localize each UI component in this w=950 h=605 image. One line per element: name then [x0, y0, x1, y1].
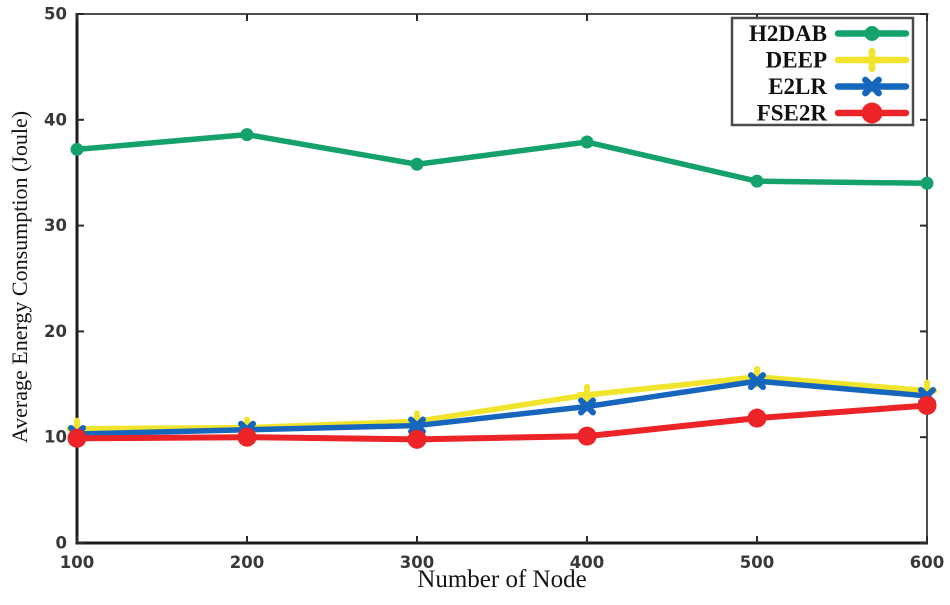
y-tick-label: 50 [44, 5, 67, 24]
y-tick-label: 20 [44, 322, 67, 341]
x-tick-label: 100 [60, 553, 94, 572]
x-tick-label: 500 [740, 553, 774, 572]
legend-label-e2lr: E2LR [768, 74, 827, 99]
x-axis-title: Number of Node [417, 566, 587, 593]
series-marker-circle [70, 142, 84, 156]
x-tick-label: 600 [910, 553, 944, 572]
x-tick-label: 300 [400, 553, 434, 572]
series-marker-circle-large [237, 427, 257, 447]
series-marker-x [748, 372, 766, 391]
series-marker-circle-large [407, 429, 427, 449]
series-line-fse2r [74, 402, 930, 443]
series-marker-circle [920, 176, 934, 190]
series-marker-circle [410, 157, 424, 171]
y-tick-label: 30 [44, 216, 67, 235]
series-marker-circle-large [917, 395, 937, 415]
series-line-h2dab [74, 131, 930, 187]
series-marker-circle-large [577, 426, 597, 446]
y-tick-label: 10 [44, 428, 67, 447]
series-marker-plus [860, 47, 884, 73]
x-tick-label: 400 [570, 553, 604, 572]
series-marker-circle [240, 128, 254, 142]
series-marker-circle [864, 26, 880, 41]
series-line-e2lr [74, 378, 930, 437]
series-marker-circle-large [747, 408, 767, 428]
series-marker-circle-large [861, 102, 883, 124]
series-marker-x [408, 416, 426, 435]
y-tick-label: 40 [44, 110, 67, 129]
x-tick-label: 200 [230, 553, 264, 572]
legend-label-deep: DEEP [766, 48, 827, 73]
series-marker-circle [580, 135, 594, 149]
y-tick-label: 0 [56, 534, 67, 553]
series-marker-x [862, 76, 882, 97]
series-marker-circle [750, 174, 764, 188]
series-marker-circle-large [67, 428, 87, 448]
legend-label-fse2r: FSE2R [757, 101, 828, 126]
y-axis-title: Average Energy Consumption (Joule) [7, 110, 32, 444]
series-marker-x [578, 397, 596, 416]
series-marker-plus [576, 383, 598, 406]
legend-label-h2dab: H2DAB [749, 21, 827, 46]
